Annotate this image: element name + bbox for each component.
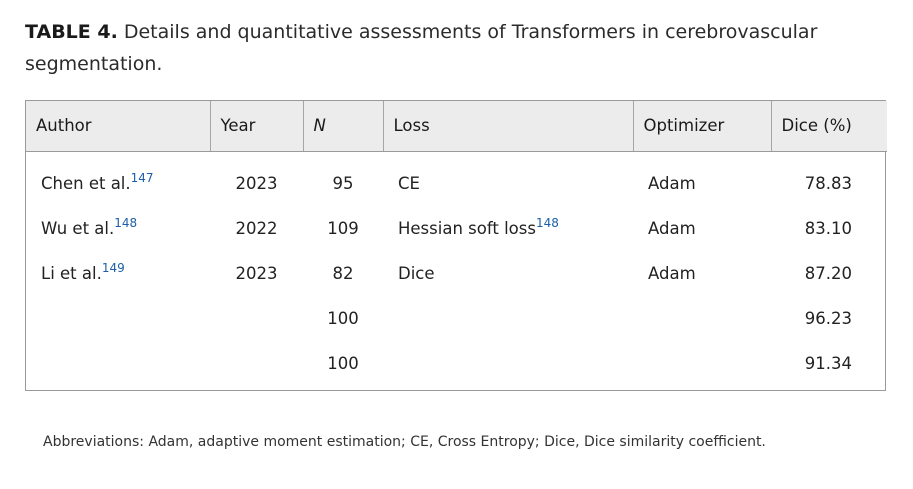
cell-author bbox=[26, 287, 210, 332]
header-year: Year bbox=[210, 101, 304, 152]
cell-optimizer bbox=[633, 287, 771, 332]
cell-year bbox=[210, 287, 303, 332]
cell-dice: 78.83 bbox=[804, 173, 852, 193]
cell-loss bbox=[383, 332, 633, 377]
author-name: Li et al. bbox=[41, 263, 102, 283]
reference-link[interactable]: 148 bbox=[535, 215, 559, 230]
cell-loss bbox=[383, 287, 633, 332]
cell-optimizer: Adam bbox=[648, 173, 696, 193]
cell-loss: CE bbox=[383, 151, 633, 197]
cell-author: Wu et al.148 bbox=[26, 197, 210, 242]
table-footnote: Abbreviations: Adam, adaptive moment est… bbox=[43, 434, 766, 450]
loss-name: Dice bbox=[398, 263, 435, 283]
table-row: Chen et al.147 2023 95 CE Adam 78.83 bbox=[26, 151, 887, 197]
cell-loss: Dice bbox=[383, 242, 633, 287]
cell-n: 100 bbox=[327, 308, 359, 328]
header-dice: Dice (%) bbox=[771, 101, 887, 152]
loss-name: CE bbox=[398, 173, 420, 193]
cell-dice: 96.23 bbox=[804, 308, 852, 328]
cell-n: 109 bbox=[327, 218, 359, 238]
author-name: Wu et al. bbox=[41, 218, 115, 238]
table-row: Wu et al.148 2022 109 Hessian soft loss1… bbox=[26, 197, 887, 242]
cell-year: 2023 bbox=[235, 263, 278, 283]
cell-n: 100 bbox=[327, 353, 359, 373]
cell-dice: 91.34 bbox=[804, 353, 852, 373]
reference-link[interactable]: 148 bbox=[114, 215, 138, 230]
table-row: Li et al.149 2023 82 Dice Adam 87.20 bbox=[26, 242, 887, 287]
table-row: 100 96.23 bbox=[26, 287, 887, 332]
table-caption: TABLE 4. Details and quantitative assess… bbox=[25, 16, 885, 80]
header-n: N bbox=[303, 101, 384, 152]
cell-year: 2023 bbox=[235, 173, 278, 193]
table-label: TABLE 4. bbox=[25, 21, 118, 43]
reference-link[interactable]: 149 bbox=[101, 260, 125, 275]
cell-optimizer: Adam bbox=[648, 218, 696, 238]
cell-optimizer bbox=[633, 332, 771, 377]
cell-dice: 87.20 bbox=[804, 263, 852, 283]
cell-dice: 83.10 bbox=[804, 218, 852, 238]
data-table: Author Year N Loss Optimizer Dice (%) Ch… bbox=[25, 100, 887, 391]
cell-loss: Hessian soft loss148 bbox=[383, 197, 633, 242]
header-loss: Loss bbox=[383, 101, 634, 152]
cell-author: Chen et al.147 bbox=[26, 151, 210, 197]
table-header-row: Author Year N Loss Optimizer Dice (%) bbox=[26, 101, 887, 152]
header-author: Author bbox=[26, 101, 211, 152]
cell-optimizer: Adam bbox=[648, 263, 696, 283]
loss-name: Hessian soft loss bbox=[398, 218, 536, 238]
reference-link[interactable]: 147 bbox=[130, 170, 154, 185]
caption-text: Details and quantitative assessments of … bbox=[25, 21, 818, 75]
cell-n: 82 bbox=[332, 263, 354, 283]
cell-n: 95 bbox=[332, 173, 354, 193]
cell-author: Li et al.149 bbox=[26, 242, 210, 287]
cell-author bbox=[26, 332, 210, 377]
cell-year bbox=[210, 332, 303, 377]
header-optimizer: Optimizer bbox=[633, 101, 772, 152]
cell-year: 2022 bbox=[235, 218, 278, 238]
author-name: Chen et al. bbox=[41, 173, 131, 193]
table-row: 100 91.34 bbox=[26, 332, 887, 377]
